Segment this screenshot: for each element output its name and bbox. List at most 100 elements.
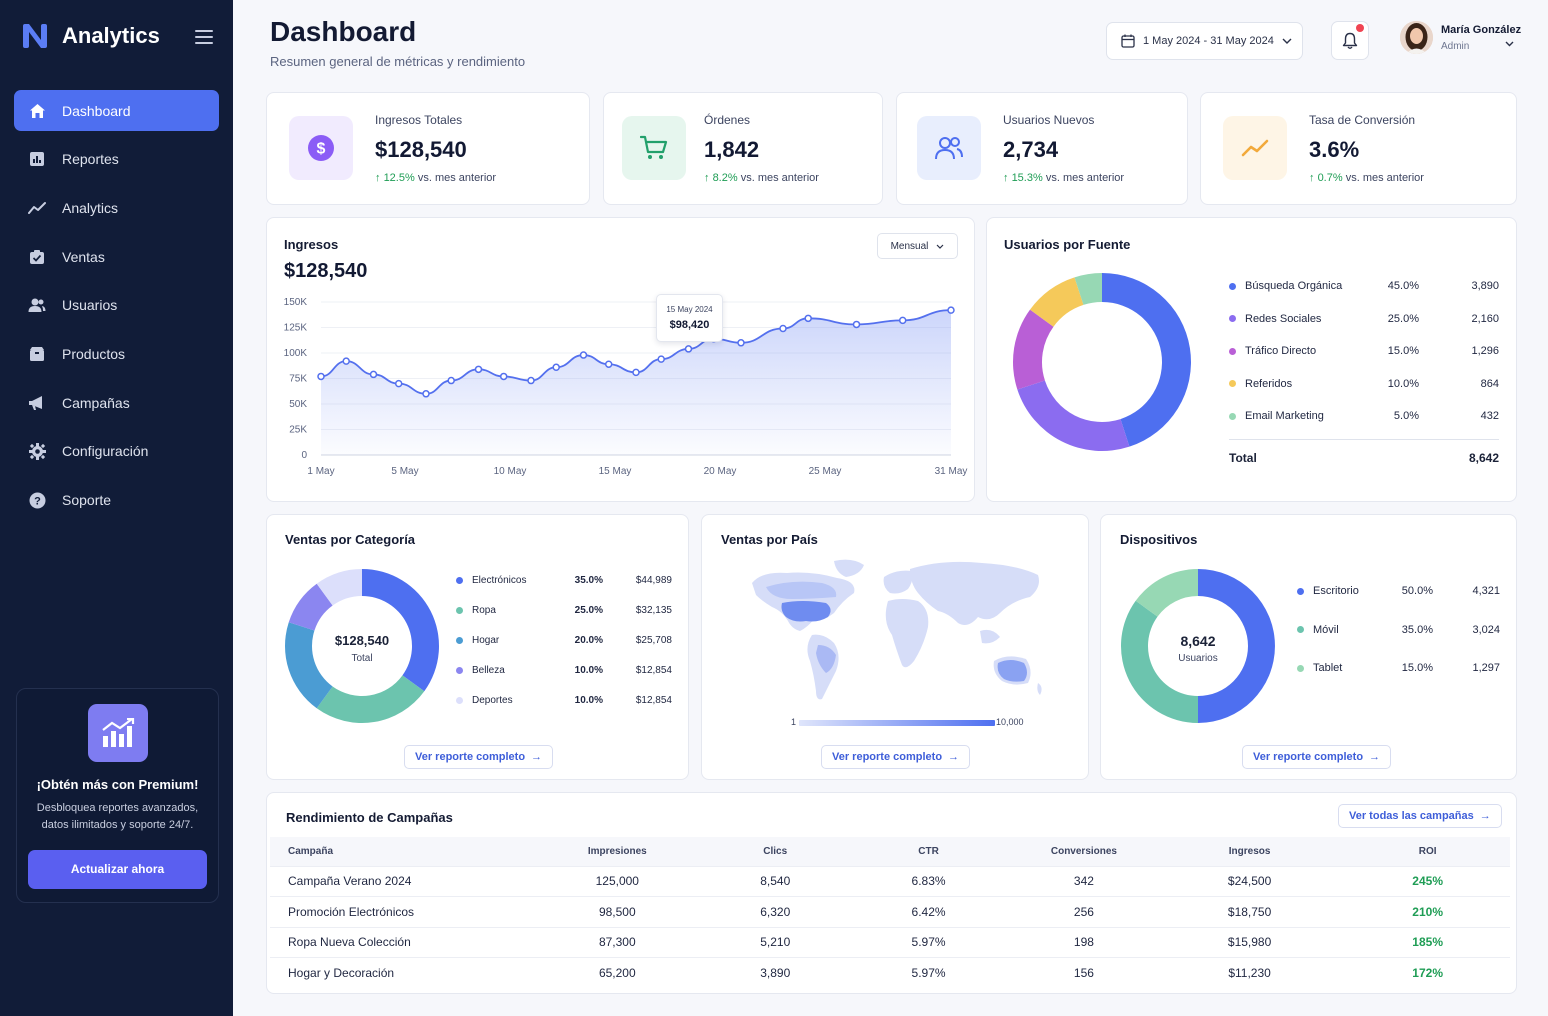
donut-slice[interactable] [1121,600,1198,723]
table-row[interactable]: Ropa Nueva Colección 87,300 5,210 5.97% … [270,926,1510,958]
data-point[interactable] [317,372,325,381]
legend-item[interactable]: Email Marketing [1229,410,1324,422]
legend-percent: 20.0% [574,635,603,646]
australia-region[interactable] [997,660,1027,682]
users-by-source-card: Usuarios por Fuente Búsqueda Orgánica 45.… [986,217,1517,502]
table-row[interactable]: Promoción Electrónicos 98,500 6,320 6.42… [270,896,1510,927]
data-point[interactable] [852,320,861,329]
data-point[interactable] [369,370,378,379]
data-point[interactable] [684,345,693,353]
link-label: Ver reporte completo [415,751,526,763]
notifications-button[interactable] [1331,21,1369,60]
table-cell: 210% [1345,896,1510,927]
data-point[interactable] [737,339,745,347]
kpi-delta: ↑ 12.5% vs. mes anterior [375,172,496,184]
brazil-region[interactable] [816,645,836,673]
sidebar-item-label: Dashboard [62,102,131,119]
dollar-icon: $ [289,116,353,180]
avatar[interactable] [1400,21,1433,54]
sidebar-item-dashboard[interactable]: Dashboard [14,90,219,131]
donut-slice[interactable] [316,569,362,606]
table-row[interactable]: Hogar y Decoración 65,200 3,890 5.97% 15… [270,957,1510,988]
donut-slice[interactable] [316,675,425,723]
legend-item[interactable]: Belleza [456,665,505,676]
table-cell: 5.97% [843,926,1014,958]
legend-item[interactable]: Hogar [456,635,499,646]
legend-item[interactable]: Móvil [1297,624,1339,636]
data-point[interactable] [342,357,350,365]
donut-slice[interactable] [1135,569,1198,617]
data-point[interactable] [527,376,535,385]
data-point[interactable] [499,372,508,381]
legend-item[interactable]: Tablet [1297,662,1342,674]
column-header[interactable]: ROI [1345,837,1510,866]
legend-item[interactable]: Redes Sociales [1229,313,1321,325]
donut-slice[interactable] [1102,273,1191,447]
legend-item[interactable]: Búsqueda Orgánica [1229,280,1342,292]
column-header[interactable]: Ingresos [1153,837,1346,866]
sidebar-item-productos[interactable]: Productos [14,333,219,374]
donut-slice[interactable] [1074,273,1102,305]
legend-item[interactable]: Ropa [456,605,496,616]
sidebar-item-reportes[interactable]: Reportes [14,139,219,180]
data-point[interactable] [804,314,812,323]
data-point[interactable] [632,368,640,377]
donut-slice[interactable] [1030,277,1084,327]
data-point[interactable] [422,390,430,398]
user-name[interactable]: María González [1441,24,1522,36]
data-point[interactable] [779,324,787,333]
donut-slice[interactable] [1198,569,1275,723]
data-point[interactable] [474,365,483,374]
column-header[interactable]: CTR [843,837,1014,866]
data-point[interactable] [898,316,907,325]
data-point[interactable] [447,376,455,385]
legend-item[interactable]: Tráfico Directo [1229,345,1316,357]
period-select-value: Mensual [890,240,929,252]
legend-item[interactable]: Electrónicos [456,575,526,586]
sidebar-item-usuarios[interactable]: Usuarios [14,285,219,326]
promo-line: Desbloquea reportes avanzados, [36,802,199,814]
sidebar-item-campanas[interactable]: Campañas [14,382,219,423]
sidebar-item-soporte[interactable]: ? Soporte [14,480,219,521]
data-point[interactable] [579,351,588,359]
donut-slice[interactable] [362,569,439,692]
brand[interactable]: Analytics [20,22,160,50]
chevron-down-icon [1282,38,1292,44]
sidebar: Analytics Dashboard Reportes Analytics V… [0,0,233,1016]
upgrade-button[interactable]: Actualizar ahora [28,850,207,889]
view-report-button[interactable]: Ver reporte completo → [404,745,554,769]
view-all-campaigns-button[interactable]: Ver todas las campañas → [1338,804,1502,828]
data-point[interactable] [552,363,560,372]
column-header[interactable]: Conversiones [1013,837,1154,866]
donut-slice[interactable] [1017,380,1130,451]
column-header[interactable]: Campaña [270,837,528,866]
table-row[interactable]: Campaña Verano 2024 125,000 8,540 6.83% … [270,865,1510,897]
legend-item[interactable]: Escritorio [1297,585,1359,597]
world-map [752,559,1042,700]
sidebar-item-configuracion[interactable]: Configuración [14,431,219,472]
usa-region[interactable] [781,601,831,622]
chevron-down-icon[interactable] [1505,41,1514,47]
donut-slice[interactable] [1013,309,1054,390]
data-point[interactable] [657,355,665,363]
legend-item[interactable]: Deportes [456,695,513,706]
promo-text: Desbloquea reportes avanzados, datos ili… [17,800,218,834]
canada-region[interactable] [766,581,837,599]
date-range-picker[interactable]: 1 May 2024 - 31 May 2024 [1106,22,1303,60]
legend-label: Deportes [472,695,513,706]
data-point[interactable] [604,360,613,368]
legend-item[interactable]: Referidos [1229,378,1292,390]
column-header[interactable]: Clics [707,837,844,866]
column-header[interactable]: Impresiones [527,837,708,866]
sidebar-item-analytics[interactable]: Analytics [14,187,219,228]
donut-slice[interactable] [285,622,333,709]
data-point[interactable] [947,306,955,314]
period-select[interactable]: Mensual [877,233,958,259]
view-report-button[interactable]: Ver reporte completo → [1242,745,1392,769]
donut-slice[interactable] [288,583,333,631]
sidebar-item-ventas[interactable]: Ventas [14,236,219,277]
view-report-button[interactable]: Ver reporte completo → [821,745,971,769]
data-point[interactable] [394,379,403,388]
menu-toggle-icon[interactable] [195,30,213,44]
arrow-right-icon: → [948,751,960,763]
